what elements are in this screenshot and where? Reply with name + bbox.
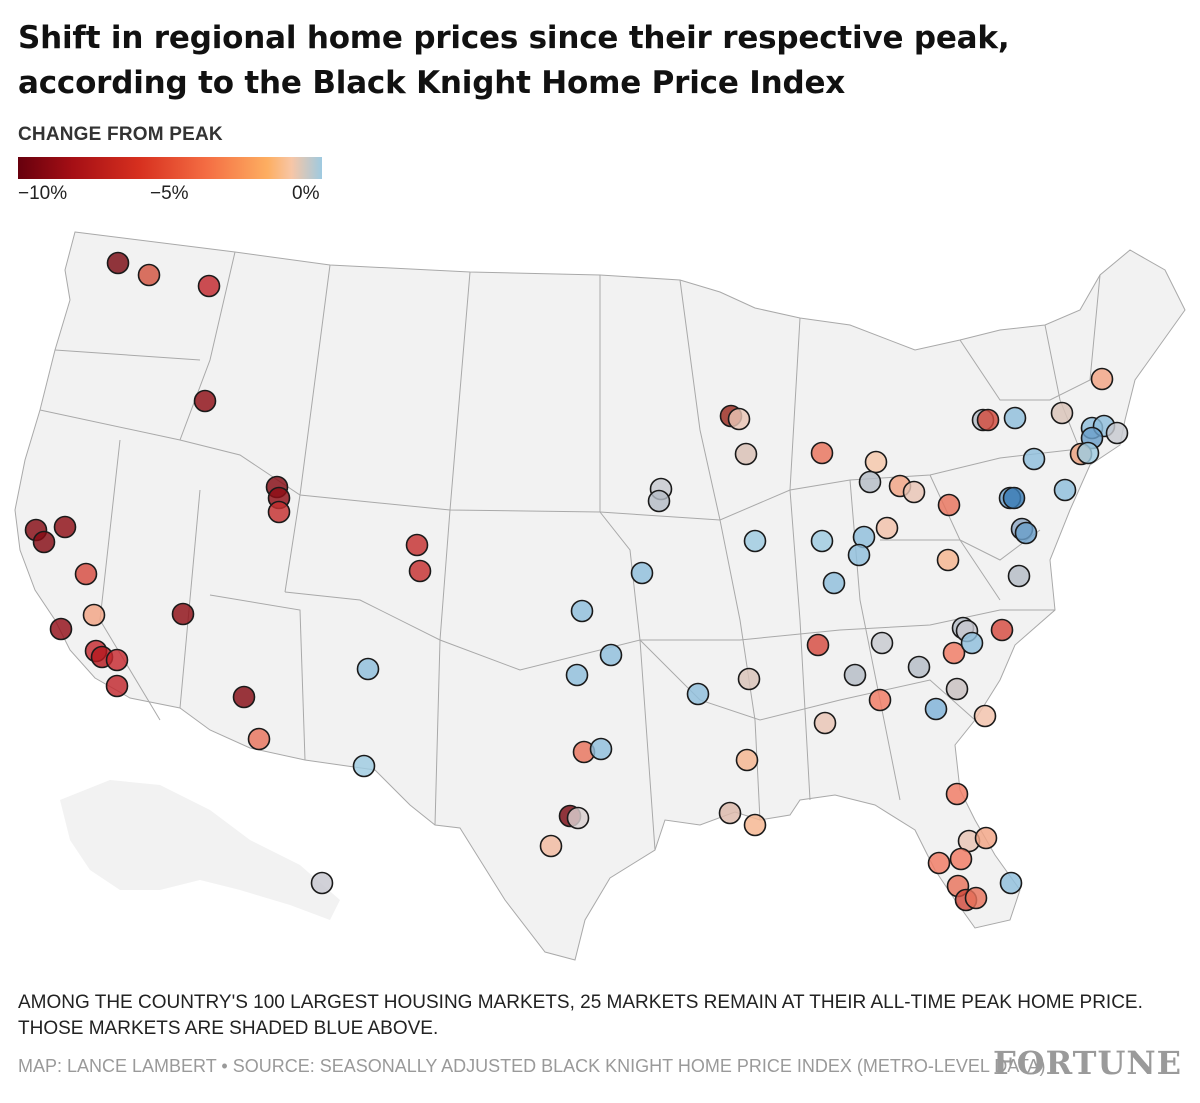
market-marker: [267, 500, 291, 524]
market-marker: [727, 407, 751, 431]
market-marker: [949, 847, 973, 871]
market-marker: [902, 480, 926, 504]
legend-color-scale: [18, 157, 322, 179]
market-markers: [24, 251, 1129, 912]
market-marker: [743, 813, 767, 837]
market-marker: [589, 737, 613, 761]
market-marker: [1053, 478, 1077, 502]
market-marker: [193, 389, 217, 413]
market-marker: [1076, 441, 1100, 465]
market-marker: [647, 489, 671, 513]
market-marker: [858, 470, 882, 494]
market-marker: [565, 663, 589, 687]
market-marker: [924, 697, 948, 721]
market-marker: [352, 754, 376, 778]
market-marker: [945, 782, 969, 806]
market-marker: [247, 727, 271, 751]
market-marker: [942, 641, 966, 665]
fortune-logo: FORTUNE: [993, 1044, 1182, 1082]
market-marker: [599, 643, 623, 667]
market-marker: [1050, 401, 1074, 425]
market-marker: [868, 688, 892, 712]
market-marker: [106, 251, 130, 275]
market-marker: [974, 826, 998, 850]
market-marker: [539, 834, 563, 858]
market-marker: [82, 603, 106, 627]
market-marker: [976, 408, 1000, 432]
market-marker: [990, 618, 1014, 642]
market-marker: [405, 533, 429, 557]
market-marker: [847, 543, 871, 567]
market-marker: [74, 562, 98, 586]
legend-tick-min: −10%: [18, 183, 68, 204]
market-marker: [870, 631, 894, 655]
legend-tick-max: 0%: [292, 183, 320, 204]
market-marker: [171, 602, 195, 626]
market-marker: [813, 711, 837, 735]
market-marker: [937, 493, 961, 517]
market-marker: [945, 677, 969, 701]
legend-tick-mid: −5%: [150, 183, 189, 204]
market-marker: [743, 529, 767, 553]
map-title: Shift in regional home prices since thei…: [18, 20, 1010, 101]
market-marker: [960, 631, 984, 655]
market-marker: [822, 571, 846, 595]
market-marker: [137, 263, 161, 287]
market-marker: [737, 667, 761, 691]
market-marker: [810, 529, 834, 553]
market-marker: [105, 648, 129, 672]
market-marker: [32, 530, 56, 554]
market-marker: [566, 806, 590, 830]
market-marker: [1105, 421, 1129, 445]
market-marker: [408, 559, 432, 583]
market-marker: [927, 851, 951, 875]
market-marker: [630, 561, 654, 585]
source-credit: MAP: LANCE LAMBERT • SOURCE: SEASONALLY …: [18, 1056, 1046, 1076]
market-marker: [53, 515, 77, 539]
market-marker: [197, 274, 221, 298]
market-marker: [1003, 406, 1027, 430]
market-marker: [232, 685, 256, 709]
market-marker: [735, 748, 759, 772]
market-marker: [356, 657, 380, 681]
market-marker: [999, 871, 1023, 895]
market-marker: [1014, 521, 1038, 545]
market-marker: [1090, 367, 1114, 391]
market-marker: [570, 599, 594, 623]
market-marker: [907, 655, 931, 679]
market-marker: [1002, 486, 1026, 510]
market-marker: [105, 674, 129, 698]
market-marker: [310, 871, 334, 895]
market-marker: [1022, 447, 1046, 471]
market-marker: [806, 633, 830, 657]
market-marker: [718, 801, 742, 825]
market-marker: [686, 682, 710, 706]
legend-title: CHANGE FROM PEAK: [18, 124, 223, 145]
market-marker: [810, 441, 834, 465]
market-marker: [875, 516, 899, 540]
footnote: AMONG THE COUNTRY'S 100 LARGEST HOUSING …: [18, 992, 1143, 1039]
market-marker: [49, 617, 73, 641]
market-marker: [864, 450, 888, 474]
market-marker: [734, 442, 758, 466]
us-map: [14, 231, 1186, 961]
market-marker: [843, 663, 867, 687]
market-marker: [973, 704, 997, 728]
market-marker: [936, 548, 960, 572]
market-marker: [1007, 564, 1031, 588]
market-marker: [964, 886, 988, 910]
map-land: [15, 232, 1185, 960]
